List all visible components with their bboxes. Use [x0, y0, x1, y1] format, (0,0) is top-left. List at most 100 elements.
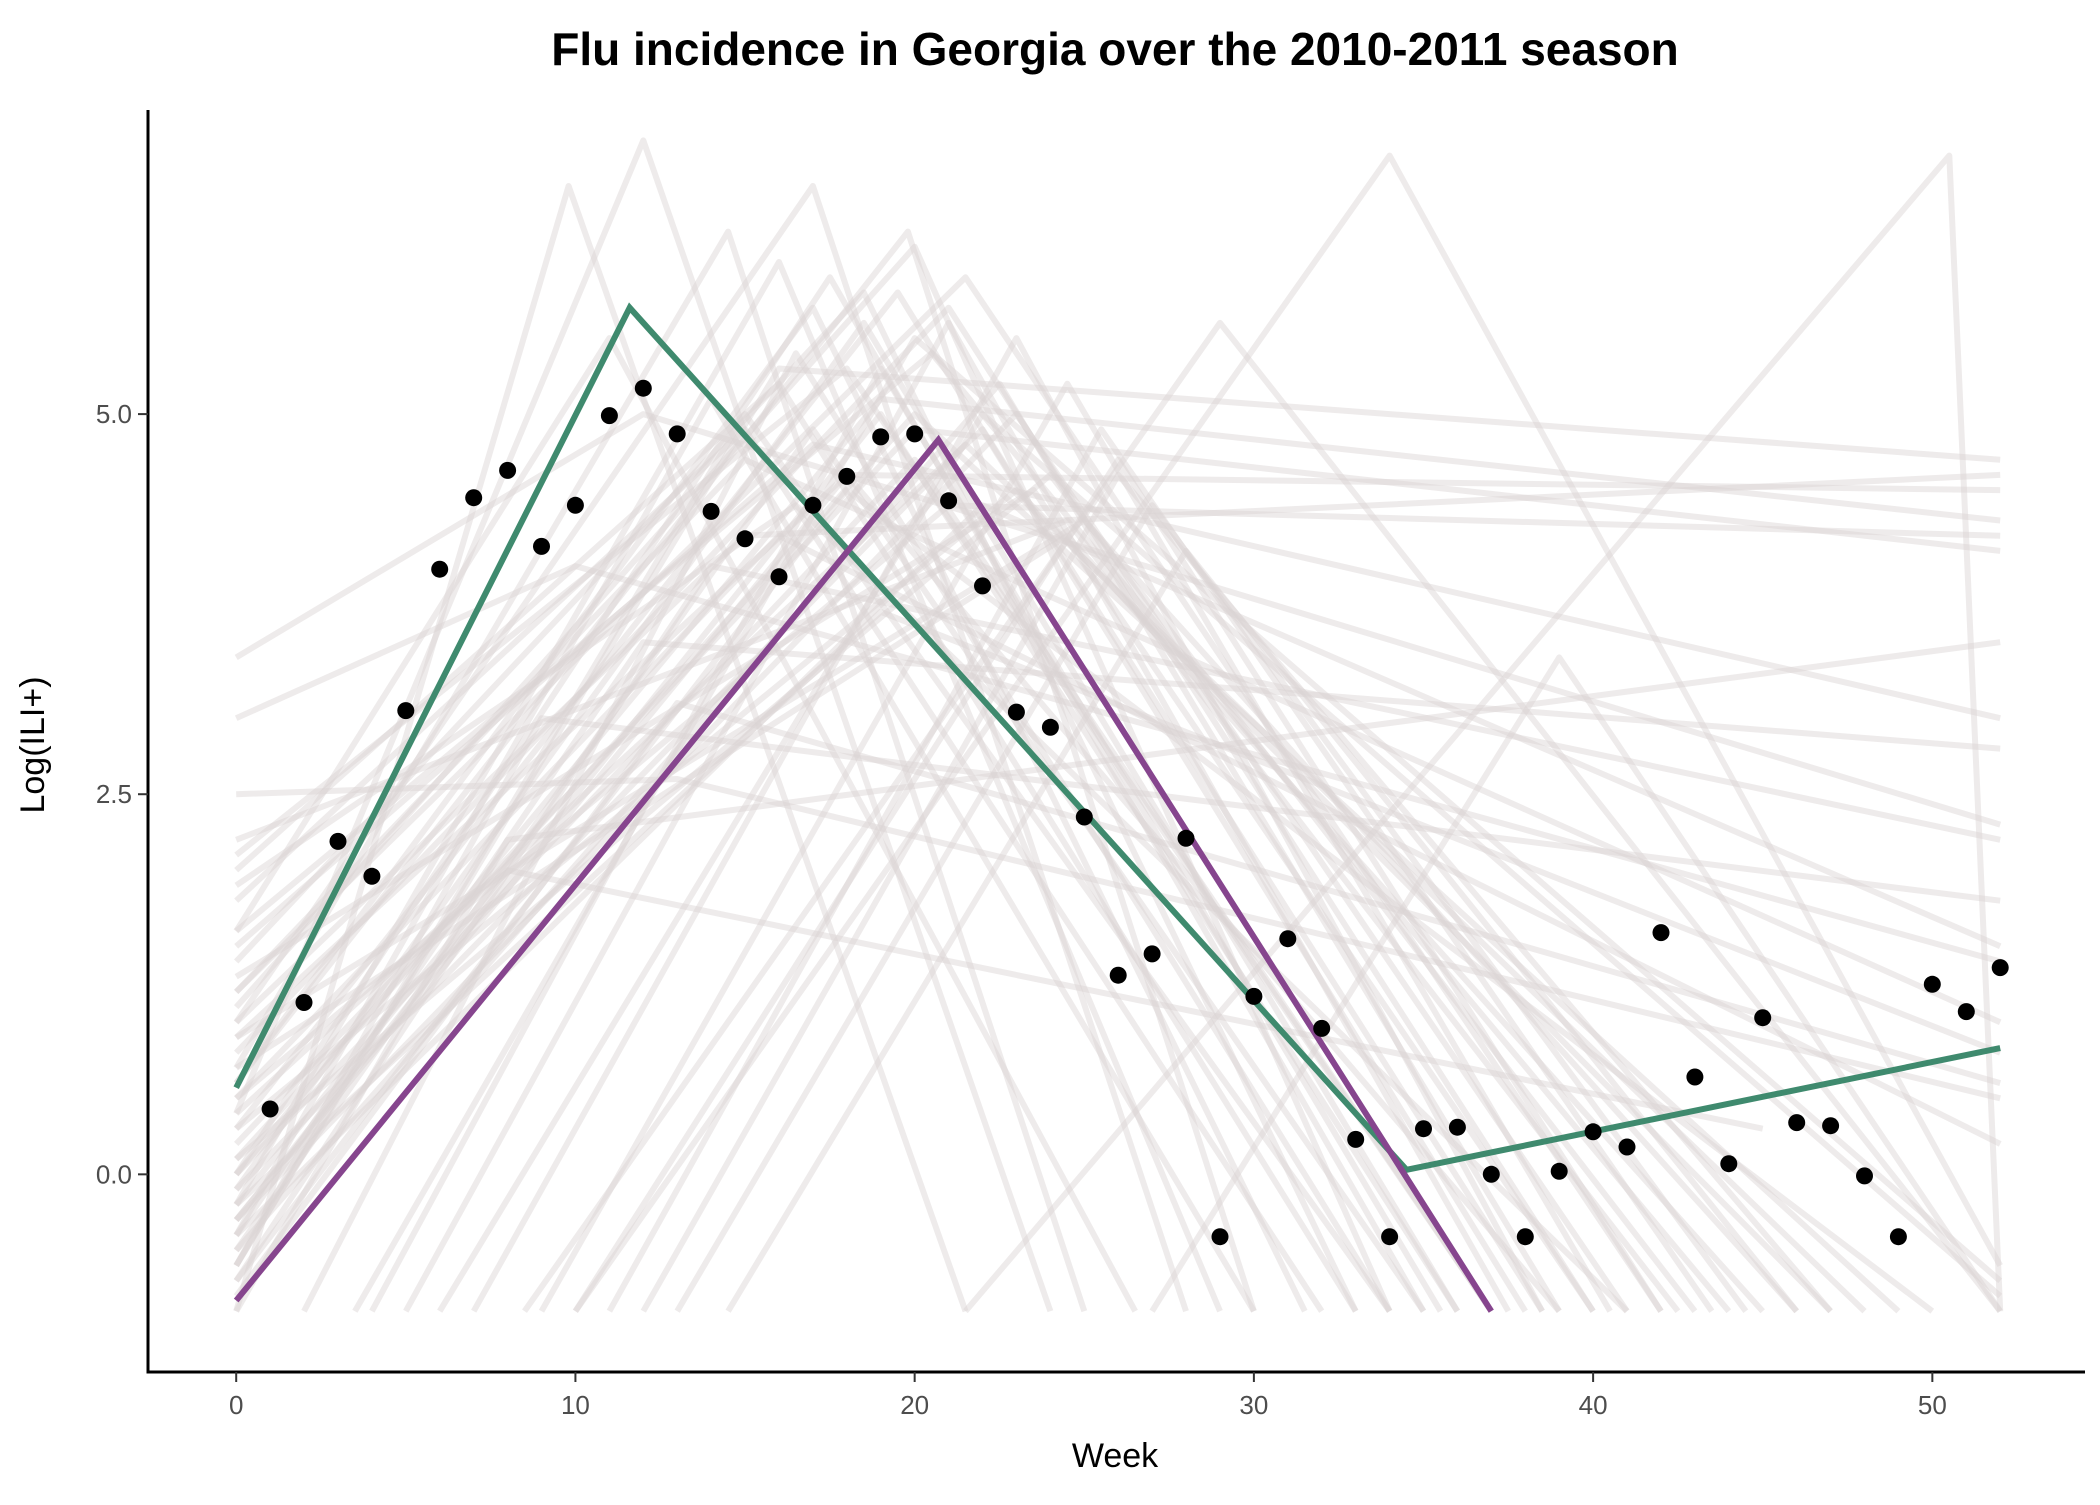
sample-trajectory-line [233, 380, 1562, 1313]
sample-trajectory-line [234, 456, 1494, 1313]
data-point [1957, 1003, 1975, 1021]
data-point [770, 568, 788, 586]
sample-trajectory-line [234, 411, 2002, 828]
sample-trajectory-line [233, 183, 1189, 1313]
data-point [1448, 1118, 1466, 1136]
sample-trajectory-line [233, 639, 2001, 1237]
sample-trajectory-line [234, 289, 1359, 1313]
sample-trajectory-line [233, 365, 2001, 1268]
data-point [363, 867, 381, 885]
sample-trajectory-line [234, 471, 1698, 1314]
observed-points [261, 379, 2009, 1246]
data-point [974, 577, 991, 595]
sample-trajectory-line [233, 411, 1393, 1313]
sample-trajectory-line [572, 456, 1664, 1313]
data-point [736, 530, 754, 548]
data-point [1177, 829, 1195, 847]
sample-trajectory-line [437, 411, 2003, 1313]
data-point [1313, 1019, 1331, 1037]
sample-trajectory-line [234, 426, 1545, 1313]
series-layer [233, 302, 2001, 1313]
data-point [329, 832, 347, 850]
data-point [397, 702, 415, 720]
sample-trajectory-line [233, 715, 2001, 1268]
y-tick-label: 0.0 [96, 1159, 132, 1189]
data-point [1754, 1009, 1772, 1027]
sample-trajectory-line [236, 776, 2001, 1102]
sample-trajectory-line [234, 441, 2001, 949]
data-point [1584, 1123, 1602, 1141]
sample-trajectory-line [301, 350, 1393, 1313]
sample-trajectory-line [234, 350, 1732, 1314]
data-point [1041, 718, 1059, 736]
sample-trajectory-line [522, 319, 2003, 1314]
data-point [295, 994, 313, 1011]
data-point [906, 425, 924, 443]
sample-trajectory-line [233, 243, 1393, 1313]
sample-trajectory-line [674, 502, 1749, 1313]
sample-trajectory-line [234, 441, 1867, 1314]
data-point [1482, 1165, 1500, 1183]
sample-trajectory-line [234, 487, 1833, 1314]
data-point [1516, 1228, 1534, 1246]
x-tick-label: 40 [1579, 1390, 1608, 1420]
sample-trajectory-line [234, 274, 1664, 1313]
data-point [499, 461, 517, 479]
sample-trajectory-line [233, 183, 969, 1313]
data-point [838, 467, 856, 485]
data-point [1822, 1117, 1840, 1135]
sample-trajectory-line [233, 395, 2001, 1177]
sample-trajectory-line [725, 547, 1800, 1314]
y-tick-label: 5.0 [96, 399, 132, 429]
data-point [1347, 1130, 1365, 1148]
x-tick-label: 10 [561, 1390, 590, 1420]
data-point [600, 407, 618, 425]
data-point [1652, 924, 1670, 942]
x-tick-label: 50 [1918, 1390, 1947, 1420]
axes: 0 10 20 30 40 50 0.0 2.5 5.0 [96, 110, 2085, 1420]
data-point [1211, 1228, 1229, 1246]
data-point [940, 492, 958, 510]
sample-trajectory-line [233, 700, 2002, 1298]
x-tick-label: 20 [900, 1390, 929, 1420]
data-point [1856, 1167, 1873, 1185]
data-point [465, 489, 483, 507]
x-tick-label: 30 [1239, 1390, 1268, 1420]
data-point [1550, 1162, 1568, 1180]
x-tick-label: 0 [229, 1390, 243, 1420]
data-point [533, 537, 550, 555]
sample-trajectory-line [234, 411, 1630, 1313]
sample-trajectory-line [233, 411, 1901, 1314]
sample-trajectory-line [352, 335, 2003, 1313]
data-point [1618, 1138, 1636, 1156]
sample-trajectory-line [403, 319, 1511, 1313]
data-point [872, 428, 890, 446]
data-point [1143, 945, 1161, 963]
sample-trajectory-line [234, 426, 1325, 1313]
data-point [431, 560, 449, 578]
data-point [1415, 1120, 1432, 1138]
chart-title: Flu incidence in Georgia over the 2010-2… [551, 23, 1678, 75]
sample-trajectory-line [233, 639, 2001, 1313]
sample-trajectory-line [234, 304, 1596, 1313]
data-point [1075, 808, 1093, 826]
sample-trajectory-line [233, 563, 2001, 1283]
data-point [1381, 1228, 1399, 1246]
data-point [634, 379, 652, 397]
x-axis-title: Week [1072, 1437, 1159, 1475]
sample-trajectory-line [233, 289, 1528, 1313]
data-point [1923, 975, 1941, 993]
data-point [566, 496, 584, 514]
sample-trajectory-line [471, 335, 1545, 1313]
sample-trajectory-line [234, 608, 2002, 1207]
data-point [261, 1100, 279, 1118]
sample-trajectory-line [233, 335, 1138, 1313]
sample-trajectory-line [233, 426, 1426, 1313]
data-point [1720, 1155, 1738, 1173]
sample-trajectory-line [233, 228, 1257, 1313]
sample-trajectory-line [572, 152, 2003, 1313]
sample-trajectory-line [538, 380, 1613, 1313]
data-point [1007, 703, 1025, 721]
data-point [1686, 1068, 1704, 1086]
